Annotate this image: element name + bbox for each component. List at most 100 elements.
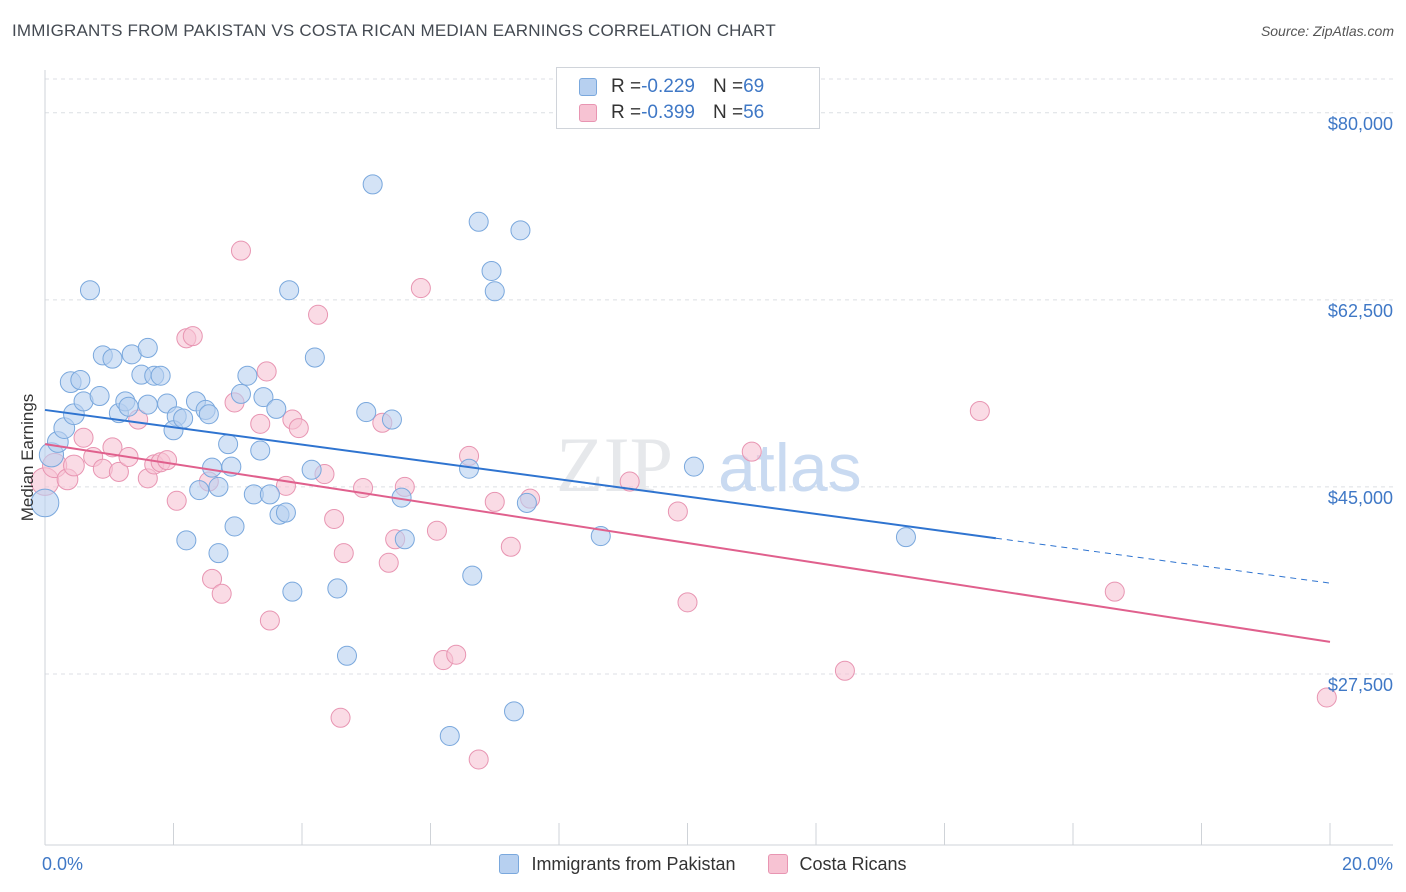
data-point-costa-rican xyxy=(230,240,251,261)
data-point-costa-rican xyxy=(426,520,447,541)
data-point-pakistan xyxy=(137,394,158,415)
data-point-pakistan xyxy=(218,434,239,455)
series-legend: Immigrants from Pakistan Costa Ricans xyxy=(0,851,1406,877)
data-point-costa-rican xyxy=(63,454,85,477)
data-point-costa-rican xyxy=(484,491,505,512)
source-credit: Source: ZipAtlas.com xyxy=(1260,23,1394,39)
watermark-zip: ZIP xyxy=(556,421,673,508)
data-point-pakistan xyxy=(282,581,303,602)
data-point-costa-rican xyxy=(500,536,521,557)
data-point-costa-rican xyxy=(619,471,640,492)
data-point-pakistan xyxy=(683,456,704,477)
legend-r-label: R = xyxy=(611,76,642,97)
data-point-costa-rican xyxy=(182,326,203,347)
data-point-pakistan xyxy=(89,386,110,407)
legend-label: Immigrants from Pakistan xyxy=(531,853,736,874)
data-point-pakistan xyxy=(259,484,280,505)
data-point-pakistan xyxy=(137,337,158,358)
data-point-costa-rican xyxy=(741,441,762,462)
y-tick-label: $62,500 xyxy=(1328,301,1393,321)
data-point-pakistan xyxy=(336,645,357,666)
x-tick-label: 20.0% xyxy=(1342,854,1393,874)
data-point-costa-rican xyxy=(1104,581,1125,602)
data-point-costa-rican xyxy=(108,461,129,482)
legend-r-value: -0.229 xyxy=(641,76,695,97)
data-point-costa-rican xyxy=(102,437,123,458)
data-point-costa-rican xyxy=(378,552,399,573)
data-point-costa-rican xyxy=(324,508,345,529)
data-point-pakistan xyxy=(208,543,229,564)
data-point-costa-rican xyxy=(166,490,187,511)
data-point-pakistan xyxy=(510,220,531,241)
legend-n-value: 69 xyxy=(743,76,765,97)
data-point-costa-rican xyxy=(202,568,223,589)
data-point-pakistan xyxy=(895,527,916,548)
y-tick-label: $45,000 xyxy=(1328,488,1393,508)
data-point-costa-rican xyxy=(834,660,855,681)
data-point-pakistan xyxy=(462,565,483,586)
trend-line-costa-ricans xyxy=(44,443,1331,643)
trend-line-pakistan-extension xyxy=(995,537,1331,584)
data-point-pakistan xyxy=(102,348,123,369)
data-point-pakistan xyxy=(481,260,502,281)
data-point-pakistan xyxy=(516,492,537,513)
legend-label: Costa Ricans xyxy=(799,853,907,874)
data-point-pakistan xyxy=(173,408,194,429)
data-point-pakistan xyxy=(356,402,377,423)
data-point-pakistan xyxy=(327,578,348,599)
data-point-pakistan xyxy=(279,280,300,301)
legend-row-costa-rica: R = -0.399 N = 56 xyxy=(579,101,764,125)
watermark-atlas: atlas xyxy=(718,430,862,506)
data-point-costa-rican xyxy=(157,450,178,471)
data-point-pakistan xyxy=(394,529,415,550)
data-point-costa-rican xyxy=(330,707,351,728)
data-point-costa-rican xyxy=(969,400,990,422)
data-point-pakistan xyxy=(198,404,219,425)
data-point-costa-rican xyxy=(677,592,698,613)
data-point-pakistan xyxy=(504,701,525,722)
data-point-pakistan xyxy=(30,488,60,518)
data-point-costa-rican xyxy=(211,583,232,604)
legend-swatch-blue xyxy=(499,854,520,874)
data-point-costa-rican xyxy=(256,361,277,382)
data-point-pakistan xyxy=(70,369,91,391)
legend-item-costa-ricans[interactable]: Costa Ricans xyxy=(767,853,907,875)
y-tick-label: $80,000 xyxy=(1328,114,1393,134)
data-point-pakistan xyxy=(208,476,229,497)
axis-labels: $27,500 $45,000 $62,500 $80,000 0.0% 20.0% Med… xyxy=(18,114,1393,874)
legend-r-label: R = xyxy=(611,102,642,123)
data-point-costa-rican xyxy=(250,413,271,434)
data-point-pakistan xyxy=(79,280,100,301)
data-point-pakistan xyxy=(176,530,197,551)
data-point-pakistan xyxy=(253,387,274,408)
legend-swatch-pink xyxy=(579,104,597,122)
watermark: ZIP atlas xyxy=(556,421,862,508)
legend-n-value: 56 xyxy=(743,102,765,123)
y-tick-label: $27,500 xyxy=(1328,675,1393,695)
data-point-costa-rican xyxy=(288,418,309,439)
trend-line-pakistan xyxy=(44,408,997,540)
data-point-costa-rican xyxy=(410,278,431,299)
legend-row-pakistan: R = -0.229 N = 69 xyxy=(579,75,764,99)
data-point-costa-rican xyxy=(73,427,94,448)
legend-n-label: N = xyxy=(712,102,744,123)
data-point-pakistan xyxy=(439,725,460,746)
chart-title: IMMIGRANTS FROM PAKISTAN VS COSTA RICAN … xyxy=(12,21,776,40)
data-point-pakistan xyxy=(202,457,223,478)
data-point-pakistan xyxy=(301,459,322,480)
data-point-costa-rican xyxy=(333,543,354,564)
data-point-pakistan xyxy=(266,398,287,419)
data-point-pakistan xyxy=(381,409,402,430)
data-point-pakistan xyxy=(189,480,210,501)
data-point-pakistan xyxy=(224,516,245,537)
legend-swatch-blue xyxy=(579,78,597,96)
data-point-costa-rican xyxy=(308,304,329,325)
data-point-costa-rican xyxy=(468,749,489,770)
data-points xyxy=(30,174,1337,770)
legend-item-pakistan[interactable]: Immigrants from Pakistan xyxy=(499,853,736,875)
data-point-pakistan xyxy=(250,440,271,461)
data-point-pakistan xyxy=(118,396,139,417)
trend-lines xyxy=(44,408,1331,643)
data-point-pakistan xyxy=(275,502,296,523)
